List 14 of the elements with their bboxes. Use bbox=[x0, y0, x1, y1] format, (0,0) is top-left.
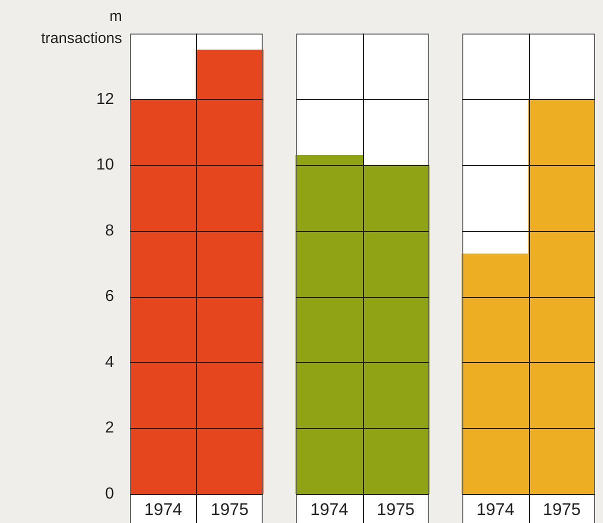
y-axis-title: m transactions bbox=[41, 8, 122, 47]
x-tick-label: 1975 bbox=[210, 500, 249, 519]
y-tick-label: 6 bbox=[105, 288, 114, 306]
x-tick-label: 1975 bbox=[376, 500, 415, 519]
y-tick-label: 0 bbox=[105, 485, 114, 502]
y-tick-label: 2 bbox=[105, 420, 114, 437]
x-tick-label: 1974 bbox=[476, 500, 514, 519]
y-tick-label: 4 bbox=[105, 354, 114, 371]
x-tick-label: 1974 bbox=[144, 500, 182, 519]
y-tick-label: 12 bbox=[96, 90, 114, 108]
y-tick-label: 10 bbox=[96, 156, 114, 174]
x-tick-label: 1974 bbox=[310, 500, 348, 519]
x-tick-label: 1975 bbox=[542, 500, 581, 519]
y-tick-label: 8 bbox=[105, 222, 114, 240]
